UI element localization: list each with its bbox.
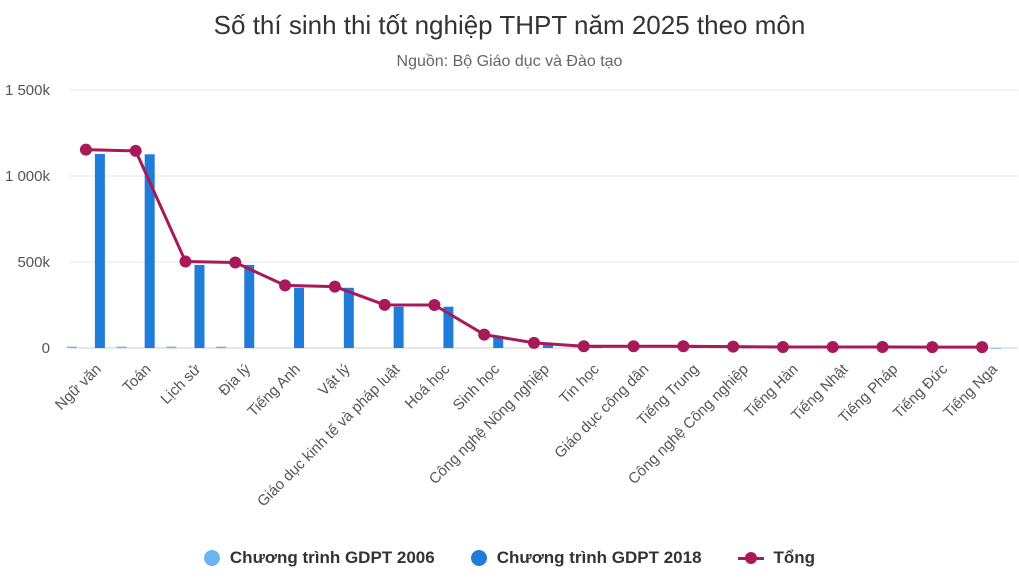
point-tong[interactable] <box>279 279 292 292</box>
x-tick-label: Lịch sử <box>157 361 204 408</box>
x-tick-label: Tiếng Đức <box>890 360 952 422</box>
x-tick-label: Giáo dục công dân <box>551 361 652 462</box>
point-tong[interactable] <box>179 255 192 268</box>
legend-item-gdpt-2018[interactable]: Chương trình GDPT 2018 <box>470 548 702 568</box>
chart-subtitle: Nguồn: Bộ Giáo dục và Đào tạo <box>396 53 623 70</box>
y-tick-label: 1 000k <box>5 168 51 185</box>
x-tick-label: Toán <box>119 361 154 396</box>
bar-gdpt-2018[interactable] <box>244 264 255 348</box>
point-tong[interactable] <box>976 341 989 354</box>
point-tong[interactable] <box>926 341 939 354</box>
x-tick-label: Tiếng Nga <box>940 360 1001 421</box>
legend: Chương trình GDPT 2006 Chương trình GDPT… <box>0 548 1019 568</box>
bar-gdpt-2018[interactable] <box>144 154 155 348</box>
legend-marker-tong <box>737 550 764 566</box>
point-tong[interactable] <box>229 256 242 269</box>
point-tong[interactable] <box>428 299 441 311</box>
point-tong[interactable] <box>627 340 640 353</box>
point-tong[interactable] <box>528 336 540 349</box>
point-tong[interactable] <box>677 340 690 353</box>
y-tick-label: 0 <box>42 340 50 357</box>
bar-gdpt-2018[interactable] <box>94 153 105 348</box>
bar-gdpt-2018[interactable] <box>294 287 305 348</box>
point-tong[interactable] <box>727 340 740 353</box>
x-tick-label: Ngữ văn <box>52 361 105 414</box>
bar-gdpt-2006[interactable] <box>116 346 127 348</box>
grid-layer: 0 500k 1 000k 1 500k <box>5 82 1018 357</box>
x-tick-label: Địa lý <box>216 360 255 399</box>
point-tong[interactable] <box>79 143 92 156</box>
bar-gdpt-2018[interactable] <box>393 306 404 348</box>
point-tong[interactable] <box>876 340 889 353</box>
point-tong[interactable] <box>826 340 839 353</box>
legend-label-gdpt-2018: Chương trình GDPT 2018 <box>496 548 702 567</box>
legend-item-tong[interactable]: Tổng <box>737 548 816 568</box>
y-tick-label: 1 500k <box>5 82 51 99</box>
legend-item-gdpt-2006[interactable]: Chương trình GDPT 2006 <box>203 548 435 568</box>
legend-label-gdpt-2006: Chương trình GDPT 2006 <box>229 548 435 567</box>
bar-gdpt-2006[interactable] <box>166 346 177 348</box>
bar-gdpt-2006[interactable] <box>216 346 227 348</box>
x-tick-label: Tin học <box>556 360 603 407</box>
line-tong <box>85 148 983 349</box>
bar-gdpt-2018[interactable] <box>194 264 205 348</box>
legend-marker-gdpt-2018 <box>470 550 487 566</box>
point-tong[interactable] <box>577 340 590 353</box>
point-tong[interactable] <box>378 298 391 311</box>
y-tick-label: 500k <box>17 254 50 271</box>
x-tick-label: Vật lý <box>315 360 354 399</box>
bar-gdpt-2018[interactable] <box>543 344 553 348</box>
point-tong[interactable] <box>478 328 491 341</box>
bar-layer <box>66 153 1002 349</box>
bar-gdpt-2018[interactable] <box>493 336 504 348</box>
point-tong[interactable] <box>776 340 789 353</box>
bar-gdpt-2006[interactable] <box>66 346 77 348</box>
line-layer <box>79 143 989 354</box>
bar-gdpt-2018[interactable] <box>991 347 1002 349</box>
x-tick-label: Tiếng Anh <box>244 361 303 420</box>
x-tick-label: Hoá học <box>402 360 454 412</box>
point-tong[interactable] <box>129 144 142 157</box>
bar-gdpt-2018[interactable] <box>443 306 454 348</box>
chart-title: Số thí sinh thi tốt nghiệp THPT năm 2025… <box>213 10 806 40</box>
legend-marker-gdpt-2006 <box>203 550 220 566</box>
point-tong[interactable] <box>328 280 341 293</box>
legend-label-tong: Tổng <box>773 548 816 567</box>
bar-gdpt-2018[interactable] <box>343 287 354 348</box>
